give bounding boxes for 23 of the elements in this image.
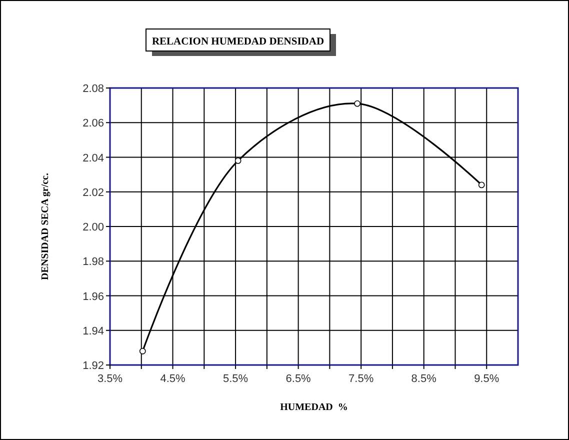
y-tick-label: 2.02 bbox=[82, 186, 104, 199]
y-tick-label: 1.92 bbox=[82, 360, 104, 372]
x-tick-label: 6.5% bbox=[286, 373, 312, 385]
x-tick-label: 4.5% bbox=[160, 373, 186, 385]
point bbox=[139, 348, 146, 354]
y-tick-label: 2.00 bbox=[82, 222, 104, 234]
x-tick-label: 5.5% bbox=[223, 373, 248, 385]
x-axis-title: HUMEDAD % bbox=[280, 402, 348, 413]
y-tick-label: 2.08 bbox=[82, 83, 104, 95]
y-axis-title: DENSIDAD SECA gr/cc. bbox=[40, 172, 51, 280]
y-tick-label: 1.94 bbox=[82, 325, 104, 338]
y-tick-label: 2.06 bbox=[82, 118, 104, 130]
x-tick-label: 8.5% bbox=[411, 373, 437, 385]
chart-title: RELACION HUMEDAD DENSIDAD bbox=[152, 36, 324, 48]
x-tick-label: 3.5% bbox=[97, 373, 123, 385]
y-tick-label: 2.04 bbox=[82, 152, 104, 164]
x-tick-label: 9.5% bbox=[474, 373, 500, 385]
point bbox=[234, 158, 242, 164]
y-tick-label: 1.98 bbox=[82, 256, 104, 268]
y-tick-label: 1.96 bbox=[82, 290, 104, 303]
point bbox=[478, 182, 485, 188]
x-tick-label: 7.5% bbox=[348, 373, 374, 385]
point bbox=[354, 100, 361, 107]
